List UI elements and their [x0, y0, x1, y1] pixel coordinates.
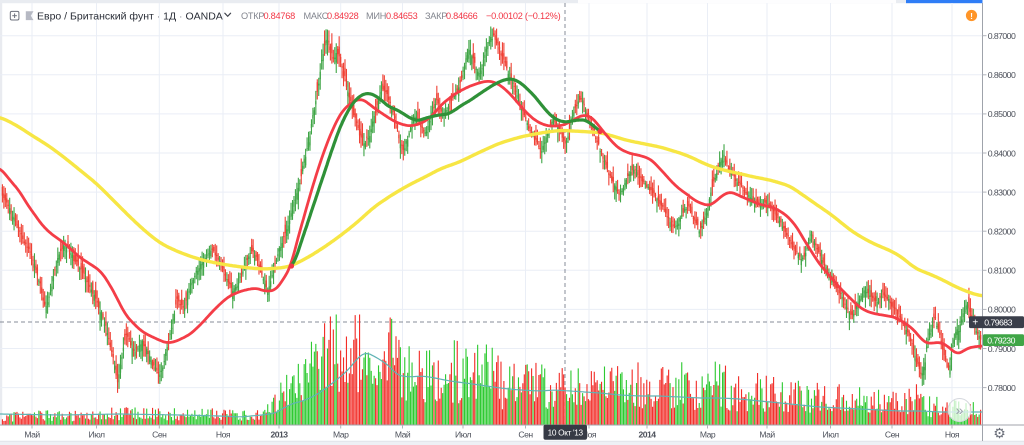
svg-text:−0.00102 (−0.12%): −0.00102 (−0.12%)	[486, 11, 561, 21]
svg-text:Мар: Мар	[700, 429, 716, 439]
svg-text:Сен: Сен	[152, 429, 167, 439]
svg-text:2014: 2014	[638, 429, 656, 439]
svg-text:Сен: Сен	[885, 429, 900, 439]
svg-text:0.84666: 0.84666	[446, 11, 478, 21]
svg-text:0.87000: 0.87000	[988, 31, 1016, 41]
svg-text:Май: Май	[395, 429, 411, 439]
svg-text:2013: 2013	[270, 429, 288, 439]
svg-text:Ноя: Ноя	[582, 429, 597, 439]
svg-text:»: »	[956, 402, 964, 418]
svg-text:0.84928: 0.84928	[327, 11, 359, 21]
svg-text:Евро / Британский фунт · 1Д ·: Евро / Британский фунт · 1Д · OANDA	[37, 11, 223, 23]
svg-text:0.79230: 0.79230	[987, 335, 1015, 345]
svg-text:0.79000: 0.79000	[988, 344, 1016, 354]
svg-text:0.85000: 0.85000	[988, 109, 1016, 119]
svg-text:МАКС: МАКС	[304, 11, 329, 21]
svg-text:10 Окт '13: 10 Окт '13	[548, 428, 584, 438]
svg-text:0.78000: 0.78000	[988, 383, 1016, 393]
svg-text:Сен: Сен	[518, 429, 533, 439]
svg-text:Ноя: Ноя	[216, 429, 231, 439]
svg-text:+: +	[972, 317, 978, 328]
svg-text:0.82000: 0.82000	[988, 227, 1016, 237]
svg-text:0.84000: 0.84000	[988, 148, 1016, 158]
svg-text:0.86000: 0.86000	[988, 70, 1016, 80]
svg-text:Май: Май	[759, 429, 775, 439]
svg-text:0.79683: 0.79683	[984, 318, 1012, 328]
svg-text:Май: Май	[24, 429, 40, 439]
svg-text:Ноя: Ноя	[945, 429, 960, 439]
svg-text:0.83000: 0.83000	[988, 187, 1016, 197]
svg-text:Июл: Июл	[89, 429, 105, 439]
svg-text:0.84653: 0.84653	[386, 11, 418, 21]
svg-text:0.81000: 0.81000	[988, 266, 1016, 276]
svg-text:0.84768: 0.84768	[264, 11, 296, 21]
svg-text:⚙: ⚙	[993, 425, 1006, 441]
svg-text:ОТКР: ОТКР	[241, 11, 264, 21]
svg-text:МИН: МИН	[366, 11, 386, 21]
svg-text:Мар: Мар	[333, 429, 349, 439]
svg-text:ЗАКР: ЗАКР	[425, 11, 447, 21]
svg-text:Июл: Июл	[823, 429, 839, 439]
svg-text:!: !	[970, 11, 973, 21]
svg-text:0.80000: 0.80000	[988, 305, 1016, 315]
svg-text:Июл: Июл	[455, 429, 471, 439]
